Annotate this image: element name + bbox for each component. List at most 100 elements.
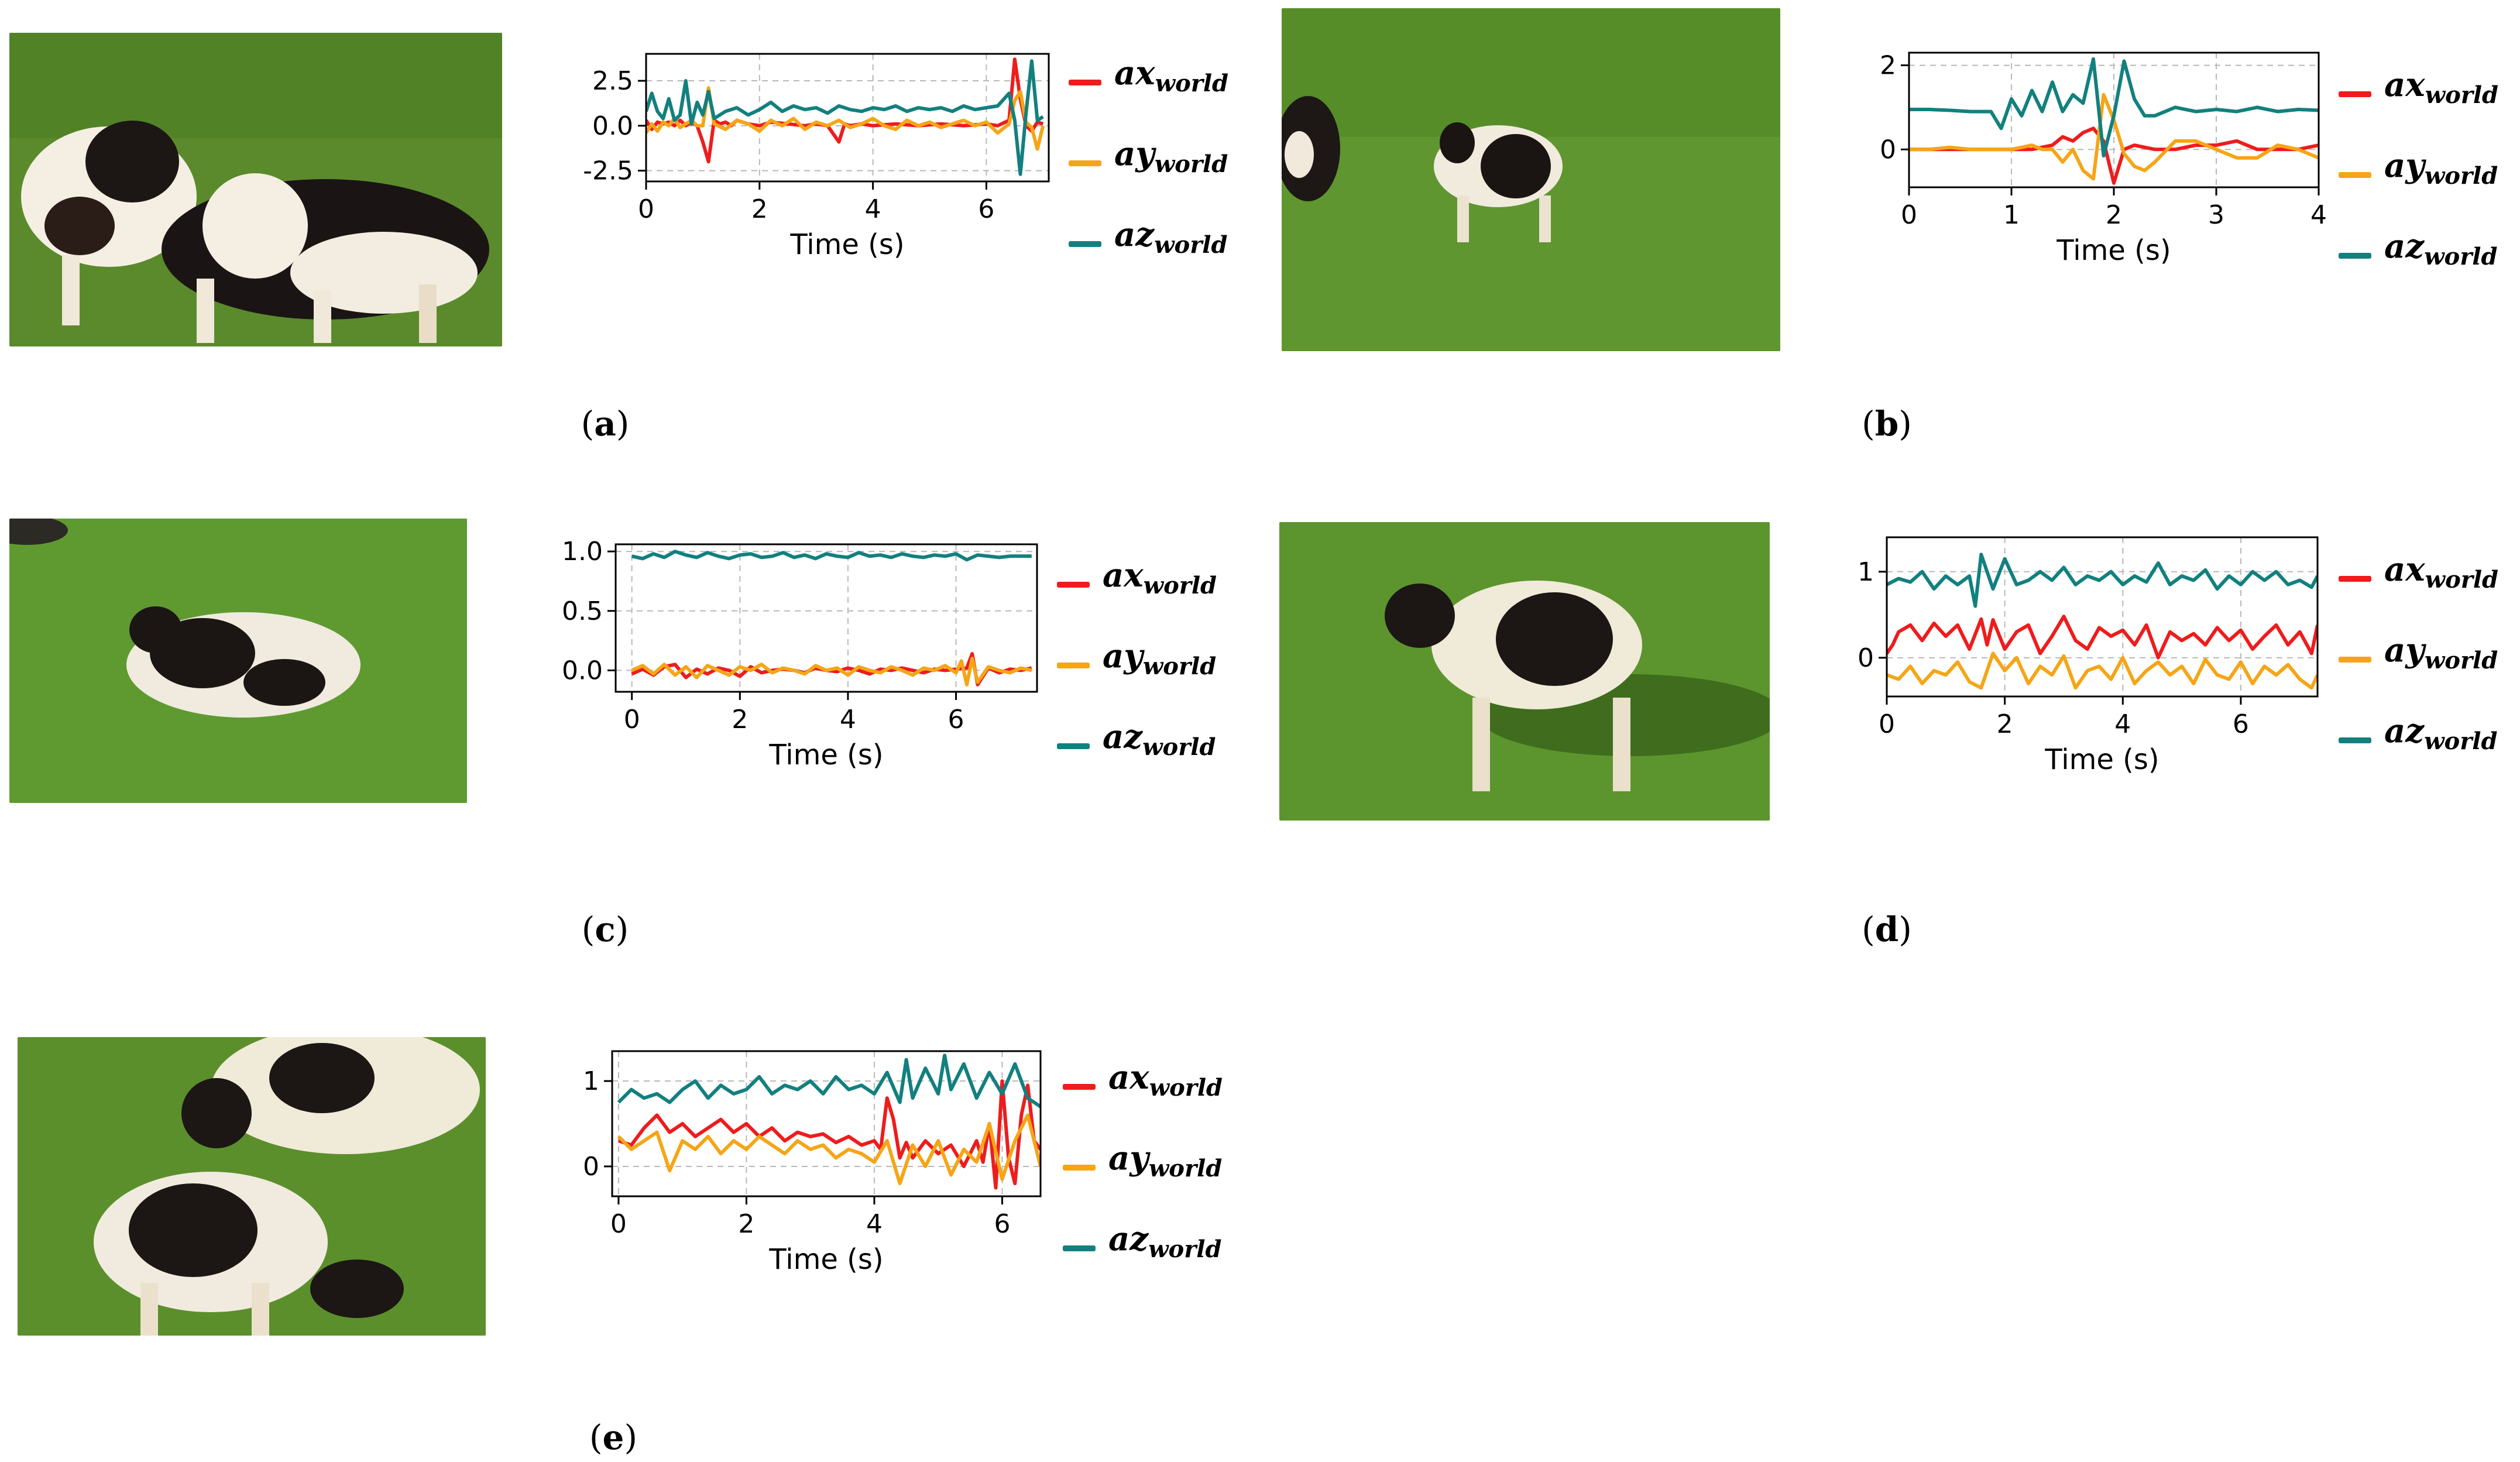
x-tick-label: 4: [2114, 709, 2131, 739]
legend-swatch-ay: [1057, 663, 1090, 668]
caption-a-letter: a: [594, 404, 616, 444]
y-tick-label: 1: [583, 1066, 599, 1096]
caption-e: (e): [589, 1418, 638, 1457]
legend-swatch-ay: [2339, 172, 2371, 178]
legend-label-az: az: [1108, 1220, 1149, 1258]
cow-photo-c-image: [9, 519, 467, 803]
y-tick-label: 0.0: [592, 111, 633, 141]
plot-frame: [1886, 536, 2319, 698]
legend-sub-ax: world: [1143, 572, 1217, 599]
legend-label-ay: ay: [2384, 146, 2425, 185]
legend-sub-az: world: [1148, 1236, 1222, 1263]
legend-swatch-ay: [1069, 160, 1101, 166]
caption-a: (a): [581, 404, 630, 444]
chart-e: 0 2 4 6 0 1 Time (s): [583, 1050, 1042, 1276]
legend-swatch-az: [1069, 241, 1101, 247]
legend-label-az: az: [1103, 718, 1143, 756]
series-line-az: [631, 550, 1032, 562]
x-tick-label: 6: [994, 1209, 1010, 1239]
caption-d: (d): [1862, 910, 1912, 949]
y-tick-label: 0.0: [562, 656, 603, 685]
photo-b: [1282, 8, 1780, 351]
legend-swatch-ay: [1063, 1165, 1096, 1171]
legend-sub-ay: world: [1142, 653, 1217, 680]
y-tick-label: -2.5: [583, 156, 633, 186]
series-line-ax: [1887, 615, 2318, 660]
x-tick-label: 3: [2208, 200, 2224, 230]
legend-sub-az: world: [2424, 243, 2498, 270]
series-line-ax: [617, 1079, 1041, 1190]
legend-label-ay: ay: [2384, 631, 2425, 670]
x-axis-label: Time (s): [789, 228, 904, 261]
series-line-ay: [646, 86, 1045, 151]
x-tick-label: 4: [2310, 200, 2327, 230]
y-tick-label: 2: [1880, 51, 1896, 81]
y-tick-label: 1: [1858, 557, 1874, 587]
x-axis-label: Time (s): [768, 739, 883, 771]
legend-sub-ax: world: [2425, 81, 2499, 109]
legend-label-ax: ax: [2384, 66, 2425, 104]
y-tick-label: 0.5: [562, 596, 603, 626]
y-tick-label: 1.0: [562, 537, 603, 567]
x-tick-label: 2: [732, 705, 748, 735]
y-tick-label: 0: [583, 1152, 599, 1182]
plot-frame: [645, 53, 1050, 183]
x-tick-label: 4: [840, 705, 856, 735]
x-tick-label: 2: [2106, 200, 2122, 230]
caption-d-letter: d: [1874, 910, 1899, 949]
x-tick-label: 0: [638, 194, 654, 224]
photo-a: [9, 33, 502, 346]
legend-sub-ax: world: [1155, 70, 1229, 97]
legend-label-az: az: [1114, 215, 1155, 254]
x-tick-label: 0: [1901, 200, 1917, 230]
legend-sub-ay: world: [1148, 1155, 1223, 1182]
legend-swatch-ay: [2339, 657, 2371, 663]
series-line-az: [646, 59, 1044, 176]
x-axis-label: Time (s): [2044, 743, 2159, 776]
legend-label-ax: ax: [2384, 550, 2425, 589]
legend-sub-ax: world: [2425, 566, 2499, 593]
legend-label-ax: ax: [1103, 556, 1144, 595]
legend-label-ay: ay: [1108, 1139, 1149, 1178]
chart-c: 0 2 4 6 0.0 0.5 1.0 Time (s): [562, 537, 1038, 771]
x-tick-label: 4: [866, 1209, 883, 1239]
legend-sub-az: world: [1142, 733, 1216, 761]
legend-label-az: az: [2384, 227, 2425, 266]
legend-label-az: az: [2384, 712, 2425, 750]
legend-label-ay: ay: [1114, 135, 1155, 173]
legend-swatch-ax: [1057, 582, 1090, 588]
caption-c: (c): [581, 910, 629, 949]
x-tick-label: 0: [610, 1209, 627, 1239]
x-tick-label: 0: [624, 705, 640, 735]
legend-label-ay: ay: [1103, 637, 1143, 675]
series-line-ay: [1909, 92, 2319, 181]
plot-frame: [611, 1050, 1042, 1197]
x-axis-label: Time (s): [2056, 234, 2171, 267]
legend-sub-az: world: [2424, 727, 2498, 755]
legend-swatch-ax: [1069, 80, 1101, 85]
x-tick-label: 6: [978, 194, 994, 224]
x-tick-label: 2: [751, 194, 768, 224]
legend-swatch-az: [1063, 1245, 1096, 1251]
series-line-ax: [1909, 126, 2319, 185]
legend-swatch-ax: [2339, 576, 2371, 582]
cow-photo-e-image: [18, 1037, 486, 1336]
series-line-az: [617, 1053, 1041, 1108]
legend-swatch-az: [1057, 743, 1090, 749]
caption-b: (b): [1862, 404, 1912, 444]
caption-b-letter: b: [1874, 404, 1899, 444]
photo-c: [9, 519, 467, 803]
chart-d: 0 2 4 6 0 1 Time (s): [1858, 536, 2319, 776]
cow-photo-a-image: [9, 33, 502, 346]
series-line-ay: [1887, 651, 2318, 690]
photo-d: [1279, 522, 1770, 821]
legend-sub-ay: world: [2424, 647, 2498, 674]
chart-a: 0 2 4 6 -2.5 0.0 2.5 Time (s): [583, 53, 1050, 261]
caption-e-letter: e: [602, 1418, 624, 1457]
cow-photo-b-image: [1282, 8, 1780, 351]
x-tick-label: 6: [2233, 709, 2249, 739]
legend-label-ax: ax: [1114, 54, 1155, 92]
x-tick-label: 6: [948, 705, 964, 735]
photo-e: [18, 1037, 486, 1336]
